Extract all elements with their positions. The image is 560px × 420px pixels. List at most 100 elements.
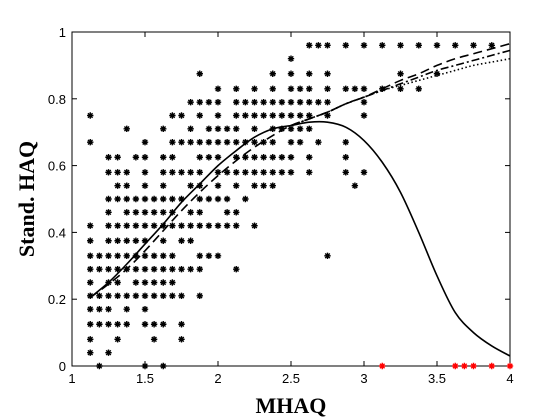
scatter-point: [169, 279, 176, 286]
scatter-point: [96, 292, 103, 300]
scatter-point: [160, 125, 167, 133]
scatter-point: [141, 139, 149, 146]
scatter-point: [251, 182, 258, 189]
scatter-point: [251, 85, 258, 92]
scatter-point: [160, 279, 167, 286]
scatter-point: [214, 252, 222, 259]
scatter-point: [169, 222, 176, 229]
highlight-point: [488, 362, 495, 370]
scatter-point: [169, 112, 176, 119]
scatter-point: [178, 222, 185, 229]
scatter-point: [360, 42, 368, 49]
scatter-point: [123, 169, 130, 176]
scatter-point: [105, 154, 112, 161]
scatter-point: [160, 265, 167, 273]
scatter-point: [114, 321, 121, 328]
scatter-point: [196, 139, 203, 146]
scatter-point: [187, 265, 194, 273]
scatter-point: [196, 182, 203, 189]
scatter-point: [123, 182, 130, 189]
scatter-point: [360, 169, 368, 176]
scatter-point: [379, 42, 386, 49]
scatter-point: [160, 182, 167, 189]
scatter-point: [315, 98, 322, 106]
scatter-point: [306, 125, 313, 133]
scatter-point: [397, 42, 404, 49]
scatter-point: [141, 209, 149, 216]
scatter-point: [315, 42, 322, 49]
scatter-point: [132, 154, 140, 161]
highlight-points: [379, 362, 514, 370]
scatter-point: [132, 265, 140, 273]
highlight-point: [470, 362, 477, 370]
scatter-point: [141, 195, 149, 203]
scatter-point: [114, 182, 121, 189]
scatter-point: [351, 182, 359, 189]
scatter-point: [114, 292, 121, 300]
scatter-point: [205, 125, 213, 133]
scatter-point: [105, 252, 112, 259]
scatter-point: [306, 112, 313, 119]
scatter-point: [287, 154, 295, 161]
scatter-point: [452, 42, 459, 49]
scatter-point: [87, 222, 94, 229]
scatter-point: [87, 139, 94, 146]
scatter-point: [160, 362, 167, 370]
scatter-point: [187, 237, 194, 244]
x-axis-label: MHAQ: [256, 393, 327, 418]
scatter-point: [233, 209, 240, 216]
scatter-point: [196, 195, 203, 203]
scatter-point: [205, 154, 213, 161]
scatter-point: [242, 139, 249, 146]
y-tick-label: 1: [59, 25, 66, 40]
scatter-point: [87, 252, 94, 259]
scatter-point: [269, 98, 276, 106]
scatter-point: [397, 85, 404, 92]
scatter-point: [114, 222, 121, 229]
scatter-point: [296, 125, 304, 133]
scatter-point: [287, 70, 295, 77]
scatter-point: [488, 42, 495, 49]
scatter-point: [296, 112, 304, 119]
scatter-point: [278, 98, 286, 106]
x-tick-label: 4: [506, 371, 513, 386]
scatter-point: [251, 125, 258, 133]
scatter-point: [214, 222, 222, 229]
y-tick-label: 0.2: [48, 292, 66, 307]
scatter-point: [87, 349, 94, 356]
scatter-point: [178, 237, 185, 244]
scatter-point: [433, 70, 441, 77]
scatter-point: [205, 139, 213, 146]
scatter-point: [205, 252, 213, 259]
scatter-point: [223, 222, 231, 229]
scatter-point: [196, 70, 203, 77]
scatter-point: [114, 169, 121, 176]
scatter-point: [160, 195, 167, 203]
scatter-point: [150, 321, 158, 328]
scatter-point: [269, 112, 276, 119]
scatter-point: [132, 209, 140, 216]
scatter-point: [150, 252, 158, 259]
scatter-point: [251, 98, 258, 106]
y-tick-label: 0.4: [48, 225, 66, 240]
scatter-point: [233, 182, 240, 189]
scatter-point: [123, 195, 130, 203]
scatter-point: [278, 154, 286, 161]
scatter-point: [169, 169, 176, 176]
scatter-point: [223, 209, 231, 216]
scatter-point: [296, 98, 304, 106]
scatter-point: [105, 306, 112, 313]
scatter-point: [296, 85, 304, 92]
scatter-point: [214, 85, 222, 92]
scatter-point: [324, 70, 331, 77]
scatter-point: [123, 209, 130, 216]
scatter-point: [169, 252, 176, 259]
scatter-point: [342, 85, 349, 92]
y-tick-label: 0.6: [48, 159, 66, 174]
scatter-point: [233, 169, 240, 176]
scatter-point: [433, 42, 441, 49]
scatter-point: [105, 169, 112, 176]
scatter-point: [123, 125, 130, 133]
scatter-point: [278, 125, 286, 133]
scatter-point: [87, 321, 94, 328]
